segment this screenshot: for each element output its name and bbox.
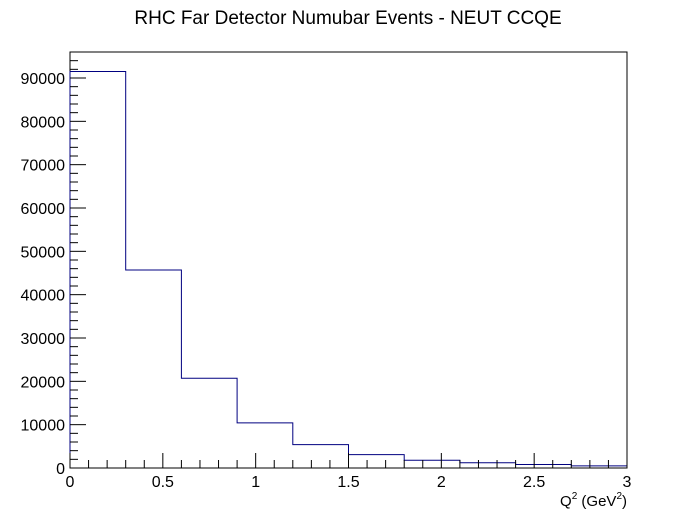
x-tick-label: 2.5 bbox=[523, 474, 545, 491]
x-axis-label-superscript: 2 bbox=[572, 491, 578, 502]
y-tick-label: 70000 bbox=[21, 158, 66, 175]
y-tick-label: 60000 bbox=[21, 201, 66, 218]
y-tick-label: 30000 bbox=[21, 331, 66, 348]
x-tick-label: 1.5 bbox=[337, 474, 359, 491]
y-tick-label: 80000 bbox=[21, 114, 66, 131]
x-tick-label: 1 bbox=[251, 474, 260, 491]
x-tick-label: 0.5 bbox=[152, 474, 174, 491]
y-tick-label: 90000 bbox=[21, 71, 66, 88]
chart-title: RHC Far Detector Numubar Events - NEUT C… bbox=[134, 8, 561, 29]
y-axis: 0 10000 20000 30000 40000 50000 60000 70000 8000… bbox=[21, 51, 86, 478]
x-tick-label: 0 bbox=[66, 474, 75, 491]
y-tick-label: 20000 bbox=[21, 374, 66, 391]
y-tick-label: 0 bbox=[56, 461, 65, 478]
x-axis-label-text: (GeV bbox=[577, 493, 616, 510]
x-tick-label: 3 bbox=[623, 474, 632, 491]
y-tick-label: 10000 bbox=[21, 418, 66, 435]
x-axis-label-text: ) bbox=[622, 493, 627, 510]
x-axis: 0 0.5 1 1.5 2 2.5 3 bbox=[66, 453, 632, 491]
histogram-series bbox=[69, 71, 627, 468]
x-axis-label-superscript: 2 bbox=[616, 491, 622, 502]
x-axis-label-text: Q bbox=[560, 493, 572, 510]
y-tick-label: 50000 bbox=[21, 244, 66, 261]
x-axis-label: Q2 (GeV2) bbox=[560, 491, 627, 510]
x-tick-label: 2 bbox=[437, 474, 446, 491]
plot-frame bbox=[69, 51, 628, 469]
histogram-outline bbox=[69, 71, 627, 468]
y-tick-label: 40000 bbox=[21, 288, 66, 305]
